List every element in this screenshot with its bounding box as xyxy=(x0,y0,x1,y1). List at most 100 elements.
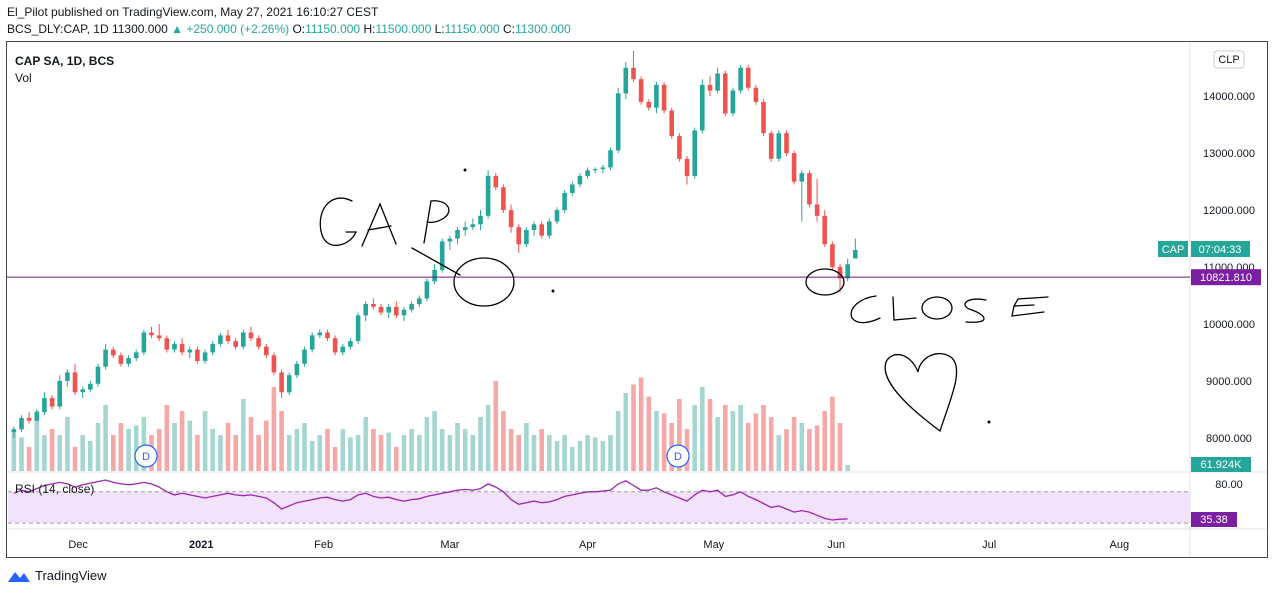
volume-bar xyxy=(738,405,743,471)
volume-bar xyxy=(332,447,338,471)
candle xyxy=(355,312,361,344)
drawn-letter-s xyxy=(964,298,987,323)
volume-bar xyxy=(325,429,330,471)
drawn-circle-close xyxy=(805,268,845,296)
candle-body xyxy=(845,264,850,279)
candle xyxy=(179,338,185,356)
candle-body xyxy=(700,84,705,131)
candle-body xyxy=(401,309,407,316)
volume-bar xyxy=(340,429,346,471)
candle xyxy=(615,87,621,154)
dividend-marker-1[interactable]: D xyxy=(134,444,158,468)
candle-body xyxy=(638,79,644,102)
candle-body xyxy=(439,241,445,270)
candle-body xyxy=(409,304,414,310)
candle xyxy=(830,241,835,270)
price-tick-label: 14000.000 xyxy=(1203,91,1255,103)
candle-body xyxy=(241,332,246,347)
drawn-dot xyxy=(551,289,555,293)
volume-bar xyxy=(95,423,101,471)
candle xyxy=(11,426,17,438)
low-label: L: xyxy=(434,22,445,36)
candle-body xyxy=(485,175,491,216)
low-value: 11150.000 xyxy=(444,22,500,36)
candle-body xyxy=(103,349,108,367)
candle xyxy=(455,227,460,245)
volume-bar xyxy=(631,384,636,471)
candle xyxy=(233,338,238,350)
candle xyxy=(49,395,55,410)
candle-body xyxy=(417,298,422,305)
candle xyxy=(42,392,47,416)
price-tick-label: 10000.000 xyxy=(1203,319,1255,331)
tradingview-logo[interactable]: TradingView xyxy=(7,568,107,583)
volume-bar xyxy=(225,423,231,471)
published-text: published on TradingView.com, May 27, 20… xyxy=(51,5,379,19)
candle-body xyxy=(623,67,629,94)
volume-bar xyxy=(57,435,62,471)
candle-body xyxy=(677,136,682,159)
line-price-badge-text: 10821.810 xyxy=(1200,272,1252,284)
candle xyxy=(707,76,713,97)
candle xyxy=(478,210,483,230)
candle-body xyxy=(126,358,131,364)
volume-bar xyxy=(516,435,521,471)
candle-body xyxy=(646,101,652,108)
volume-bar xyxy=(661,413,667,471)
candle-body xyxy=(608,150,613,168)
dividend-letter: D xyxy=(142,451,150,463)
candle-body xyxy=(807,173,812,205)
candle-body xyxy=(286,375,292,393)
volume-bar xyxy=(807,429,812,471)
volume-bar xyxy=(103,405,108,471)
candle-body xyxy=(332,338,338,353)
volume-bar xyxy=(485,405,491,471)
volume-bar xyxy=(592,437,598,471)
candle xyxy=(432,264,437,285)
candle-body xyxy=(11,429,17,433)
candle-body xyxy=(19,417,24,430)
candle-body xyxy=(516,227,521,245)
candle-body xyxy=(738,67,743,91)
candle-body xyxy=(455,230,460,239)
candle xyxy=(340,343,346,356)
candle xyxy=(700,79,705,134)
candle-body xyxy=(600,167,606,170)
candle xyxy=(570,181,575,196)
dividend-marker-2[interactable]: D xyxy=(666,444,690,468)
volume-bar xyxy=(317,435,323,471)
symbol-badge-text: CAP xyxy=(1162,244,1185,256)
price-change: +250.000 (+2.26%) xyxy=(186,22,290,36)
candle-body xyxy=(88,383,93,390)
volume-bar xyxy=(814,425,820,471)
candle-body xyxy=(539,224,544,236)
freehand-drawing[interactable] xyxy=(319,168,1049,433)
volume-bar xyxy=(11,429,17,471)
publisher-name[interactable]: El_Pilot xyxy=(7,5,48,19)
candle-body xyxy=(355,315,361,341)
candle xyxy=(65,369,70,387)
volume-bar xyxy=(88,441,93,471)
candle xyxy=(394,301,399,319)
volume-bar xyxy=(164,405,170,471)
candle xyxy=(325,329,330,342)
candle xyxy=(822,210,827,248)
candle xyxy=(799,170,805,222)
rsi-badge-text: 35.38 xyxy=(1200,514,1228,526)
candle-body xyxy=(248,332,254,339)
candle-body xyxy=(57,380,62,407)
currency-badge[interactable] xyxy=(1213,50,1245,69)
candle-body xyxy=(26,417,32,421)
candle-body xyxy=(501,187,506,211)
publish-line: El_Pilot published on TradingView.com, M… xyxy=(7,5,378,19)
candle xyxy=(845,258,850,282)
symbol-badge xyxy=(1158,241,1188,257)
price-tick-label: 12000.000 xyxy=(1203,205,1255,217)
volume-bar xyxy=(279,411,284,471)
volume-bar xyxy=(386,432,391,471)
candle-body xyxy=(776,133,782,159)
close-value: 11300.000 xyxy=(514,22,571,36)
volume-bar xyxy=(363,417,368,471)
volume-bar xyxy=(470,435,476,471)
